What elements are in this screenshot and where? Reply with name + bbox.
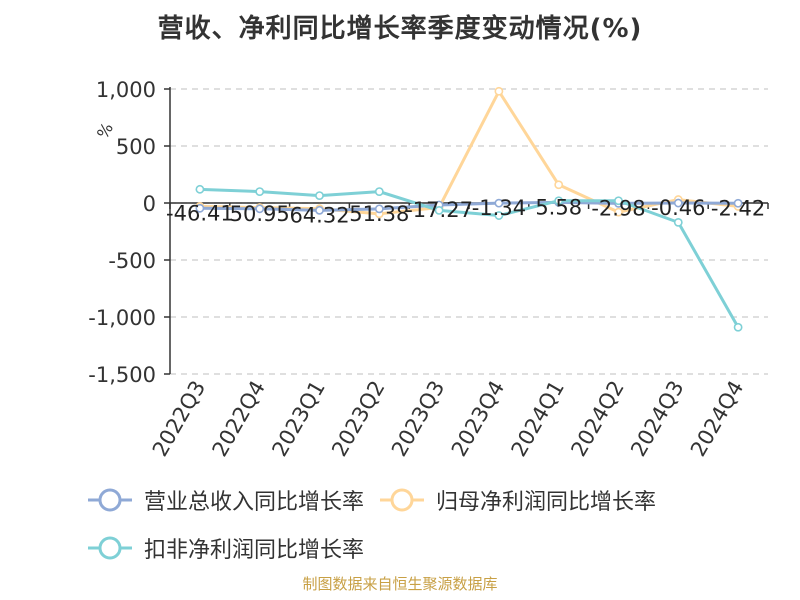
y-tick-label: 0	[143, 192, 156, 216]
y-tick-label: 500	[116, 135, 156, 159]
data-label: -2.98	[591, 196, 645, 220]
data-point	[195, 203, 205, 213]
legend-label-deducted-net-profit: 扣非净利润同比增长率	[144, 538, 365, 563]
x-tick-label: 2024Q4	[686, 377, 748, 461]
chart-title: 营收、净利同比增长率季度变动情况(%)	[157, 14, 643, 44]
axes: 1,0005000-500-1,000-1,5002022Q32022Q4202…	[88, 78, 769, 461]
data-label: -17.27	[405, 198, 473, 222]
data-point	[554, 196, 564, 206]
data-point	[255, 204, 265, 214]
data-point	[255, 187, 265, 196]
data-point	[374, 204, 384, 214]
data-label: -1.34	[472, 196, 526, 220]
data-point	[494, 198, 504, 208]
legend: 营业总收入同比增长率 归母净利润同比增长率 扣非净利润同比增长率	[88, 476, 788, 572]
legend-marker-deducted-net-profit-icon	[88, 536, 132, 560]
y-tick-label: 1,000	[96, 78, 156, 102]
data-label: -0.46	[651, 196, 705, 220]
line-chart: 1,0005000-500-1,000-1,5002022Q32022Q4202…	[88, 78, 769, 461]
series-line	[199, 200, 739, 212]
data-point	[614, 207, 623, 217]
x-tick-label: 2023Q1	[267, 377, 329, 461]
data-point	[733, 322, 743, 332]
y-tick-label: -500	[108, 249, 156, 273]
data-point	[614, 196, 623, 206]
legend-label-net-profit: 归母净利润同比增长率	[436, 490, 657, 515]
data-point	[374, 187, 384, 196]
grid-lines	[170, 88, 768, 375]
x-tick-label: 2022Q3	[148, 377, 210, 461]
data-source-note: 制图数据来自恒生聚源数据库	[302, 575, 498, 593]
x-tick-label: 2023Q2	[327, 377, 389, 461]
legend-marker-net-profit-icon	[380, 488, 425, 512]
data-point	[434, 206, 444, 215]
y-unit-label: %	[93, 119, 117, 142]
data-label: -2.42	[711, 196, 765, 220]
data-label: 5.58	[535, 195, 582, 219]
data-point	[494, 86, 504, 96]
data-point	[315, 191, 324, 200]
y-tick-label: -1,500	[88, 363, 156, 387]
x-tick-label: 2024Q2	[566, 377, 628, 461]
x-tick-label: 2023Q4	[447, 377, 509, 461]
data-point	[733, 198, 743, 208]
data-label: -46.41	[166, 201, 234, 225]
data-label: 50.95	[230, 202, 290, 226]
data-label: 51.38	[349, 202, 409, 226]
data-point	[673, 198, 683, 208]
data-point	[554, 180, 564, 190]
x-tick-label: 2023Q3	[387, 376, 449, 460]
data-point	[195, 184, 205, 194]
series	[195, 86, 743, 332]
series-line	[199, 187, 740, 329]
legend-item-deducted-net-profit[interactable]: 扣非净利润同比增长率	[88, 531, 364, 565]
y-tick-label: -1,000	[88, 306, 156, 330]
data-point	[494, 211, 504, 220]
x-tick-label: 2022Q4	[208, 377, 270, 461]
data-label: 64.32	[289, 203, 349, 227]
data-point	[315, 205, 324, 215]
x-tick-label: 2024Q1	[507, 377, 569, 461]
legend-item-net-profit[interactable]: 归母净利润同比增长率	[380, 483, 656, 517]
data-point	[673, 217, 683, 227]
x-tick-label: 2024Q3	[626, 377, 688, 461]
legend-label-revenue: 营业总收入同比增长率	[144, 490, 365, 515]
legend-marker-revenue-icon	[88, 488, 132, 512]
legend-item-revenue[interactable]: 营业总收入同比增长率	[88, 483, 364, 517]
